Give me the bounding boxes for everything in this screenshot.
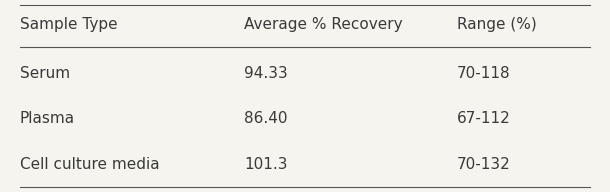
Text: Range (%): Range (%): [457, 17, 537, 32]
Text: Average % Recovery: Average % Recovery: [244, 17, 403, 32]
Text: 70-118: 70-118: [457, 66, 511, 81]
Text: 70-132: 70-132: [457, 157, 511, 172]
Text: Plasma: Plasma: [20, 111, 75, 126]
Text: 67-112: 67-112: [457, 111, 511, 126]
Text: Serum: Serum: [20, 66, 70, 81]
Text: Cell culture media: Cell culture media: [20, 157, 159, 172]
Text: Sample Type: Sample Type: [20, 17, 117, 32]
Text: 101.3: 101.3: [244, 157, 288, 172]
Text: 86.40: 86.40: [244, 111, 288, 126]
Text: 94.33: 94.33: [244, 66, 288, 81]
